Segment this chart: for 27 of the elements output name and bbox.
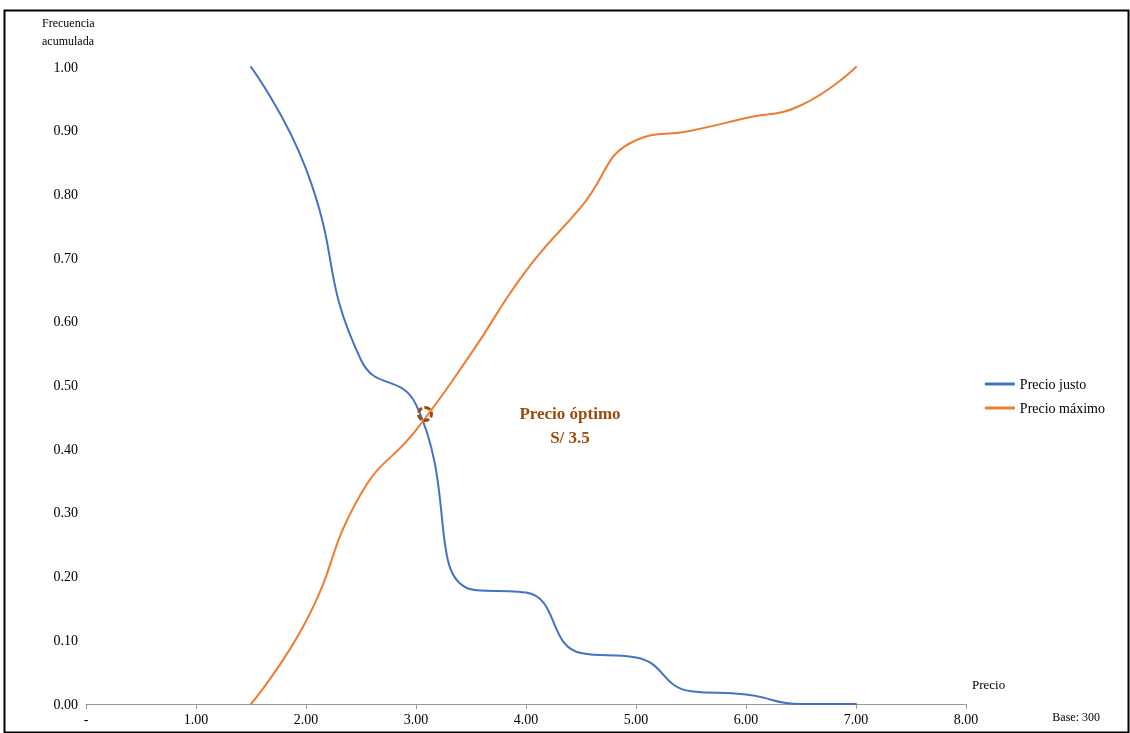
x-tick-label: - — [83, 711, 89, 727]
x-tick-label: 7.00 — [843, 711, 869, 727]
y-tick-label: 0.10 — [53, 632, 78, 648]
y-tick-label: 0.30 — [53, 505, 78, 521]
legend-label: Precio justo — [1019, 376, 1087, 392]
y-tick-label: 0.60 — [53, 314, 78, 330]
y-tick-label: 0.80 — [53, 186, 78, 202]
y-tick-label: 0.40 — [53, 441, 78, 457]
y-tick-label: 0.50 — [53, 378, 78, 393]
y-tick-label: 1.00 — [53, 59, 78, 75]
x-tick-label: 6.00 — [733, 711, 759, 727]
y-tick-label: 0.90 — [53, 123, 78, 139]
annotation: Precio óptimo S/ 3.5 — [519, 403, 621, 447]
x-tick-label: 1.00 — [183, 711, 209, 727]
x-axis-title: Precio — [972, 677, 1006, 692]
x-tick-label: 8.00 — [953, 711, 979, 727]
y-axis-title: Frecuencia acumulada — [42, 16, 96, 48]
y-tick-label: 0.00 — [53, 696, 78, 712]
x-tick-label: 4.00 — [513, 711, 539, 727]
legend-label: Precio máximo — [1019, 400, 1106, 416]
y-tick-label: 0.70 — [53, 250, 78, 266]
x-tick-label: 5.00 — [623, 711, 649, 727]
y-tick-label: 0.20 — [53, 569, 78, 585]
x-tick-label: 3.00 — [403, 711, 429, 727]
text: Base: 300 — [1052, 710, 1101, 724]
x-tick-label: 2.00 — [293, 711, 319, 727]
line-series — [250, 66, 857, 705]
